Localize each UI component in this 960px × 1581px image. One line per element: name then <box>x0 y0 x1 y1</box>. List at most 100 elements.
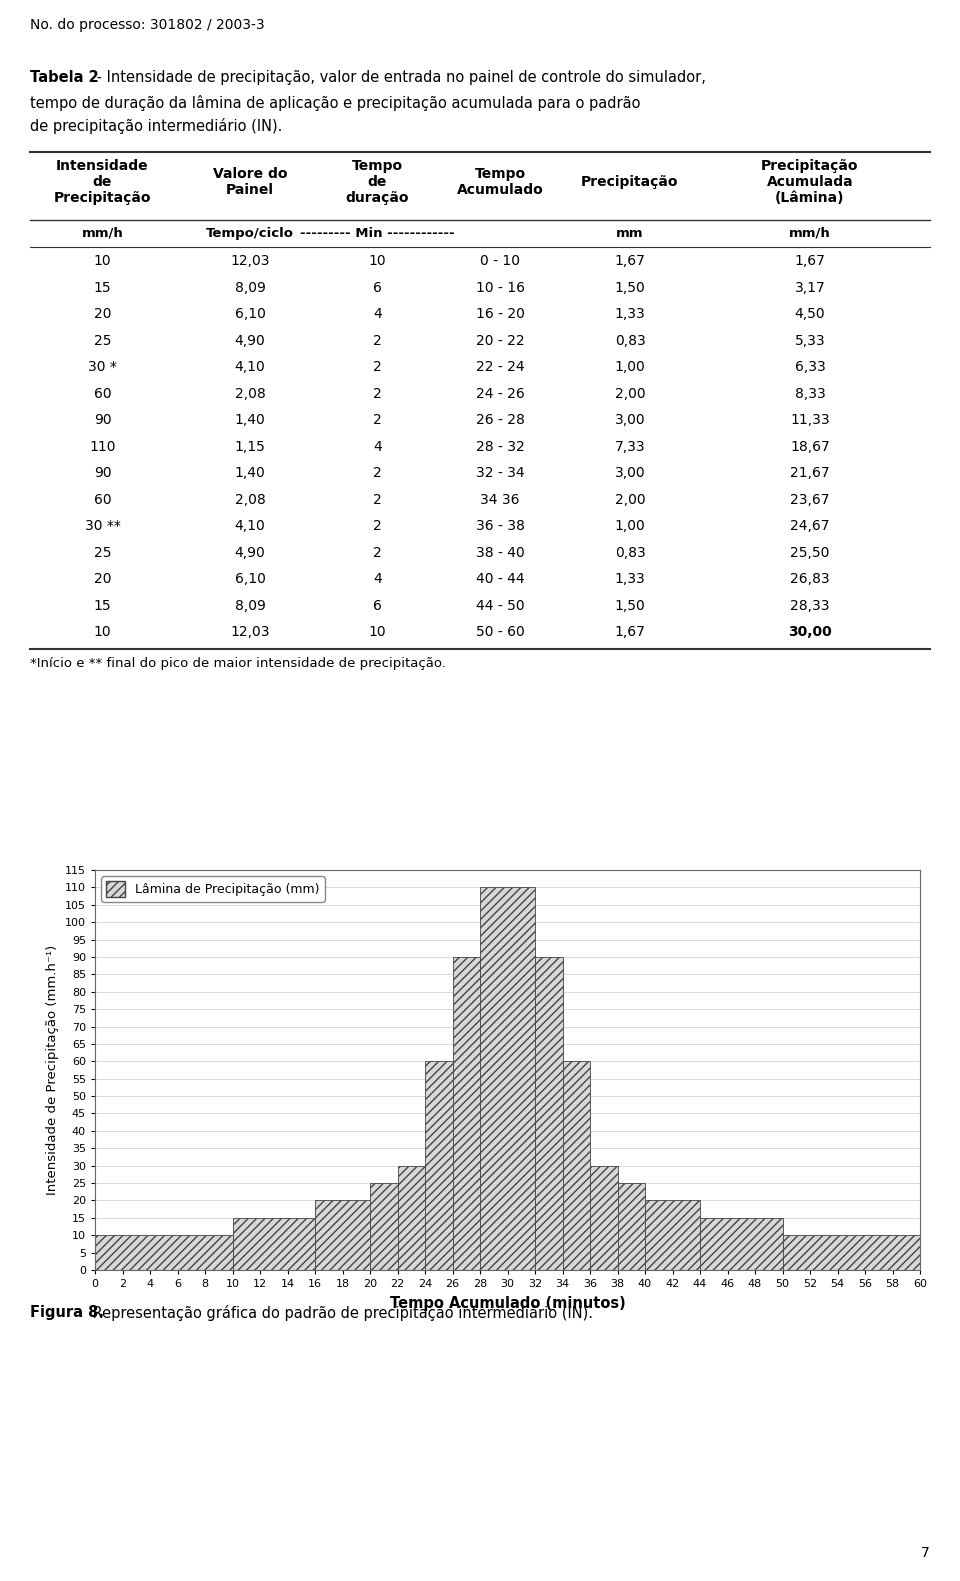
Text: 3,17: 3,17 <box>795 281 826 294</box>
Text: 4,90: 4,90 <box>234 334 265 348</box>
Text: 4,10: 4,10 <box>234 360 265 375</box>
Text: 24 - 26: 24 - 26 <box>475 387 524 400</box>
Text: mm/h: mm/h <box>789 228 830 240</box>
Text: 1,67: 1,67 <box>795 255 826 269</box>
Text: 34 36: 34 36 <box>480 493 519 508</box>
Text: 26,83: 26,83 <box>790 572 829 587</box>
Text: 0,83: 0,83 <box>614 334 645 348</box>
Text: 6,33: 6,33 <box>795 360 826 375</box>
Text: de precipitação intermediário (IN).: de precipitação intermediário (IN). <box>30 119 282 134</box>
Text: 1,15: 1,15 <box>234 440 265 454</box>
Text: No. do processo: 301802 / 2003-3: No. do processo: 301802 / 2003-3 <box>30 17 265 32</box>
Bar <box>425 1061 452 1270</box>
Text: 6: 6 <box>373 599 382 613</box>
Text: 2: 2 <box>373 387 382 400</box>
Bar <box>480 887 535 1270</box>
Text: Tempo/ciclo: Tempo/ciclo <box>206 228 294 240</box>
Text: 1,33: 1,33 <box>614 307 645 321</box>
Bar <box>590 1165 617 1270</box>
Text: 1,50: 1,50 <box>614 599 645 613</box>
Text: 2,00: 2,00 <box>614 493 645 508</box>
Bar <box>452 957 480 1270</box>
Bar <box>315 1200 370 1270</box>
Y-axis label: Intensidade de Precipitação (mm.h⁻¹): Intensidade de Precipitação (mm.h⁻¹) <box>46 945 60 1195</box>
Text: 1,67: 1,67 <box>614 255 645 269</box>
Text: 6: 6 <box>373 281 382 294</box>
Bar <box>563 1061 590 1270</box>
Text: 26 - 28: 26 - 28 <box>475 413 524 427</box>
Text: 25: 25 <box>94 545 111 560</box>
X-axis label: Tempo Acumulado (minutos): Tempo Acumulado (minutos) <box>390 1296 625 1311</box>
Text: Figura 8.: Figura 8. <box>30 1304 104 1320</box>
Text: 60: 60 <box>94 387 111 400</box>
Text: 28 - 32: 28 - 32 <box>475 440 524 454</box>
Text: 18,67: 18,67 <box>790 440 829 454</box>
Text: 2: 2 <box>373 519 382 533</box>
Bar <box>782 1235 920 1270</box>
Text: mm/h: mm/h <box>82 228 124 240</box>
Text: 44 - 50: 44 - 50 <box>476 599 524 613</box>
Text: 1,00: 1,00 <box>614 519 645 533</box>
Bar <box>397 1165 425 1270</box>
Text: 23,67: 23,67 <box>790 493 829 508</box>
Text: 1,40: 1,40 <box>234 413 265 427</box>
Text: 2: 2 <box>373 466 382 481</box>
Text: 2: 2 <box>373 334 382 348</box>
Text: Tempo
de
duração: Tempo de duração <box>346 158 409 206</box>
Text: 90: 90 <box>94 466 111 481</box>
Text: 40 - 44: 40 - 44 <box>476 572 524 587</box>
Text: 12,03: 12,03 <box>230 255 270 269</box>
Text: 4,90: 4,90 <box>234 545 265 560</box>
Text: 8,09: 8,09 <box>234 599 265 613</box>
Text: 12,03: 12,03 <box>230 624 270 639</box>
Text: Valore do
Painel: Valore do Painel <box>213 168 287 198</box>
Bar <box>535 957 563 1270</box>
Text: 7: 7 <box>922 1546 930 1560</box>
Text: 8,33: 8,33 <box>795 387 826 400</box>
Text: 2: 2 <box>373 545 382 560</box>
Text: 2: 2 <box>373 413 382 427</box>
Text: 32 - 34: 32 - 34 <box>476 466 524 481</box>
Bar <box>617 1183 645 1270</box>
Text: 4,50: 4,50 <box>795 307 826 321</box>
Text: 38 - 40: 38 - 40 <box>475 545 524 560</box>
Text: Precipitação: Precipitação <box>581 175 679 190</box>
Text: 10: 10 <box>369 255 386 269</box>
Text: 1,33: 1,33 <box>614 572 645 587</box>
Text: 2: 2 <box>373 360 382 375</box>
Text: 15: 15 <box>94 599 111 613</box>
Text: 90: 90 <box>94 413 111 427</box>
Text: 25,50: 25,50 <box>790 545 829 560</box>
Text: Tabela 2: Tabela 2 <box>30 70 99 85</box>
Text: 0,83: 0,83 <box>614 545 645 560</box>
Text: Representação gráfica do padrão de precipitação intermediário (IN).: Representação gráfica do padrão de preci… <box>88 1304 593 1322</box>
Text: 3,00: 3,00 <box>614 413 645 427</box>
Text: 8,09: 8,09 <box>234 281 265 294</box>
Text: 16 - 20: 16 - 20 <box>475 307 524 321</box>
Text: 5,33: 5,33 <box>795 334 826 348</box>
Bar <box>370 1183 397 1270</box>
Text: Tempo
Acumulado: Tempo Acumulado <box>457 168 543 198</box>
Bar <box>232 1217 315 1270</box>
Text: 2: 2 <box>373 493 382 508</box>
Text: 4: 4 <box>373 307 382 321</box>
Text: 6,10: 6,10 <box>234 572 265 587</box>
Text: 3,00: 3,00 <box>614 466 645 481</box>
Text: Precipitação
Acumulada
(Lâmina): Precipitação Acumulada (Lâmina) <box>761 158 859 206</box>
Text: 28,33: 28,33 <box>790 599 829 613</box>
Text: 22 - 24: 22 - 24 <box>476 360 524 375</box>
Bar <box>95 1235 232 1270</box>
Bar <box>700 1217 782 1270</box>
Text: 10 - 16: 10 - 16 <box>475 281 524 294</box>
Text: *Início e ** final do pico de maior intensidade de precipitação.: *Início e ** final do pico de maior inte… <box>30 656 445 669</box>
Text: mm: mm <box>616 228 644 240</box>
Text: 24,67: 24,67 <box>790 519 829 533</box>
Text: 2,00: 2,00 <box>614 387 645 400</box>
Text: 20: 20 <box>94 307 111 321</box>
Text: 20 - 22: 20 - 22 <box>476 334 524 348</box>
Text: 2,08: 2,08 <box>234 493 265 508</box>
Text: 2,08: 2,08 <box>234 387 265 400</box>
Text: 30 *: 30 * <box>88 360 117 375</box>
Legend: Lâmina de Precipitação (mm): Lâmina de Precipitação (mm) <box>101 876 324 901</box>
Text: 6,10: 6,10 <box>234 307 265 321</box>
